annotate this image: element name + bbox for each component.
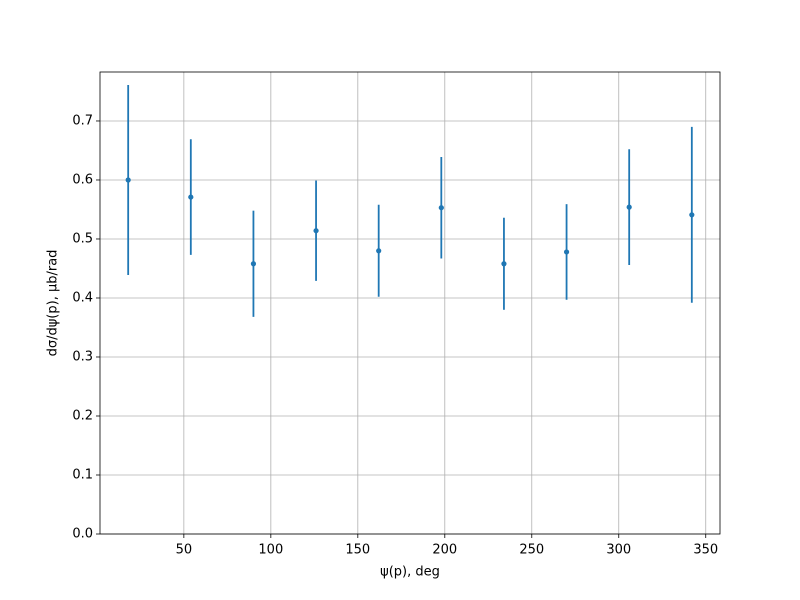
data-point (376, 248, 382, 254)
y-tick-label: 0.0 (72, 527, 93, 542)
y-tick-label: 0.3 (72, 349, 93, 364)
x-tick-label: 350 (693, 543, 718, 558)
x-tick-label: 200 (432, 543, 457, 558)
data-point (438, 205, 444, 211)
y-tick-label: 0.7 (72, 113, 93, 128)
data-point (501, 261, 507, 267)
x-tick-label: 250 (519, 543, 544, 558)
x-tick-label: 150 (345, 543, 370, 558)
marks (125, 84, 695, 317)
y-tick-label: 0.5 (72, 231, 93, 246)
data-point (626, 204, 632, 210)
data-point (313, 228, 319, 234)
data-point (125, 177, 131, 183)
x-tick-label: 50 (176, 543, 193, 558)
y-tick-label: 0.6 (72, 172, 93, 187)
x-tick-label: 100 (258, 543, 283, 558)
y-tick-label: 0.2 (72, 408, 93, 423)
data-point (563, 249, 570, 255)
plot-frame (99, 71, 721, 535)
x-axis-label: ψ(p), deg (380, 565, 440, 580)
x-tick-label: 300 (606, 543, 631, 558)
data-point (188, 194, 194, 200)
data-point (250, 261, 257, 267)
y-tick-label: 0.1 (72, 467, 93, 482)
y-axis-label: dσ/dψ(p), μb/rad (46, 250, 61, 357)
data-point (689, 212, 695, 218)
grid (100, 72, 720, 535)
y-tick-label: 0.4 (72, 290, 93, 305)
